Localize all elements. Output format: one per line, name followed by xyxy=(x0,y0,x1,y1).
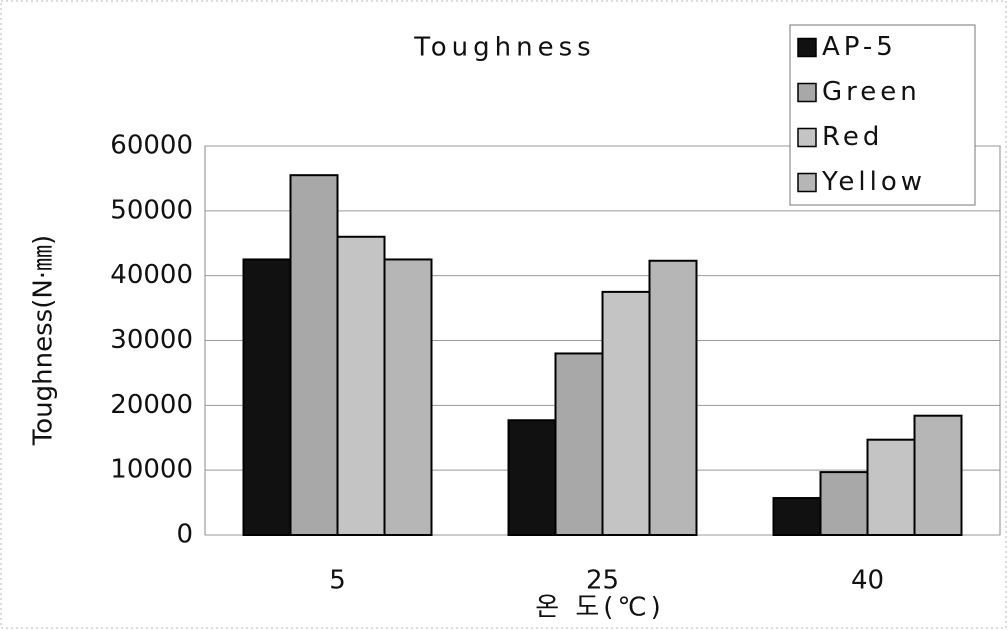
y-tick-label: 0 xyxy=(176,520,193,550)
bar xyxy=(601,290,651,536)
bar xyxy=(507,419,557,536)
legend-swatch xyxy=(797,172,817,193)
legend-swatch xyxy=(797,127,817,148)
bar xyxy=(772,497,822,537)
bar xyxy=(866,438,916,537)
y-tick-label: 40000 xyxy=(110,260,193,290)
bar xyxy=(554,352,604,537)
legend-swatch xyxy=(797,37,817,58)
y-axis-label: Toughness(N·㎜) xyxy=(29,235,59,446)
x-tick-label: 40 xyxy=(851,566,884,596)
x-axis-label: 온 도(℃) xyxy=(535,593,665,623)
bar xyxy=(648,259,698,536)
x-tick-label: 5 xyxy=(329,566,346,596)
legend-box xyxy=(789,24,976,206)
y-tick-label: 50000 xyxy=(110,195,193,225)
bar xyxy=(913,414,963,536)
y-tick-label: 10000 xyxy=(110,455,193,485)
x-tick-label: 25 xyxy=(586,566,619,596)
bar xyxy=(242,258,292,536)
legend-label: Red xyxy=(822,122,883,152)
legend-label: Yellow xyxy=(821,167,926,197)
bar xyxy=(336,235,386,536)
legend-label: AP-5 xyxy=(822,32,897,62)
y-tick-label: 60000 xyxy=(110,131,193,161)
bar xyxy=(383,258,433,536)
bar xyxy=(819,471,869,536)
chart-title: Toughness xyxy=(413,33,595,63)
legend-label: Green xyxy=(822,77,921,107)
bar xyxy=(289,174,339,537)
y-tick-label: 20000 xyxy=(110,390,193,420)
y-tick-label: 30000 xyxy=(110,325,193,355)
legend-swatch xyxy=(797,82,817,103)
